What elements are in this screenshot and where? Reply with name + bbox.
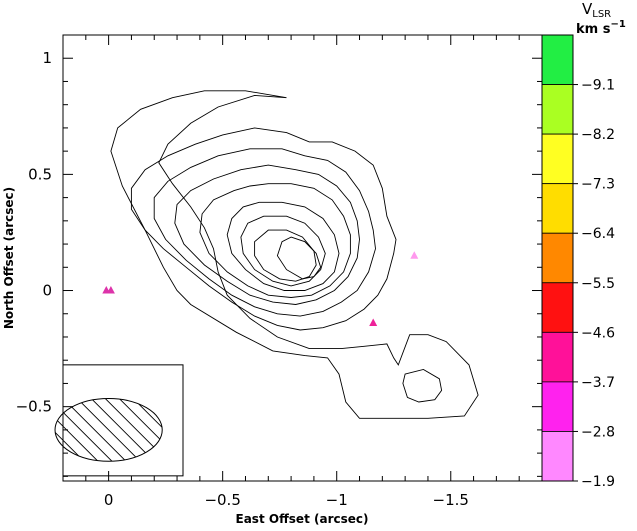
- colorbar-unit: km s−1: [576, 19, 626, 37]
- colorbar-tick-label: −1.9: [581, 474, 615, 490]
- contour-level-3: [153, 148, 376, 317]
- colorbar-tick-label: −4.6: [581, 325, 615, 341]
- colorbar-tick-label: −7.3: [581, 177, 615, 193]
- contour-group: [110, 90, 479, 419]
- colorbar-segment: [541, 431, 574, 482]
- marker-4: [410, 251, 419, 259]
- colorbar-tick-label: −8.2: [581, 127, 615, 143]
- x-axis-title: East Offset (arcsec): [236, 512, 369, 526]
- contour-level-4: [174, 164, 360, 305]
- colorbar-tick-label: −2.8: [581, 424, 615, 440]
- colorbar-tick-label: −3.7: [581, 375, 615, 391]
- colorbar-title: VLSR: [582, 0, 611, 20]
- contour-level-2: [130, 127, 397, 331]
- contour-level-7: [240, 215, 326, 287]
- colorbar-segment: [541, 331, 574, 383]
- colorbar-frame: [541, 34, 574, 482]
- axis-ticks: [63, 35, 542, 481]
- contour-level-6: [226, 201, 340, 291]
- colorbar-segment: [541, 381, 574, 432]
- x-tick-label: −1.5: [433, 491, 469, 509]
- y-tick-label: 0.5: [28, 165, 52, 183]
- beam-inset: [54, 364, 184, 477]
- colorbar-tick-label: −9.1: [581, 78, 615, 94]
- marker-3: [369, 318, 378, 326]
- marker-2: [102, 286, 111, 294]
- contour-level-10: [402, 369, 443, 403]
- colorbar-segment: [541, 34, 574, 85]
- marker-group: [102, 251, 419, 326]
- x-tick-label: −0.5: [204, 491, 240, 509]
- beam-ellipse: [54, 398, 163, 462]
- contour-level-5: [199, 183, 351, 298]
- x-tick-label: 0: [104, 491, 114, 509]
- y-axis-title: North Offset (arcsec): [2, 187, 16, 329]
- colorbar-segment: [541, 84, 574, 135]
- colorbar-segment: [541, 183, 574, 234]
- colorbar-segment: [541, 282, 574, 333]
- contour-level-8: [254, 229, 317, 282]
- colorbar-segment: [541, 232, 574, 284]
- colorbar-segment: [541, 133, 574, 185]
- x-tick-label: −1: [326, 491, 348, 509]
- contour-level-1: [110, 90, 479, 419]
- colorbar-tick-label: −5.5: [581, 276, 615, 292]
- y-tick-label: 1: [42, 49, 52, 67]
- colorbar: −9.1 −8.2 −7.3 −6.4 −5.5 −4.6 −3.7 −2.8 −1.9: [541, 34, 615, 490]
- colorbar-tick-label: −6.4: [581, 226, 615, 242]
- contour-level-9: [276, 236, 322, 280]
- y-tick-label: −0.5: [16, 398, 52, 416]
- beam-box: [62, 364, 184, 477]
- y-tick-label: 0: [42, 282, 52, 300]
- axis-tick-labels: 0 −0.5 −1 −1.5 −0.5 0 0.5 1: [16, 49, 469, 509]
